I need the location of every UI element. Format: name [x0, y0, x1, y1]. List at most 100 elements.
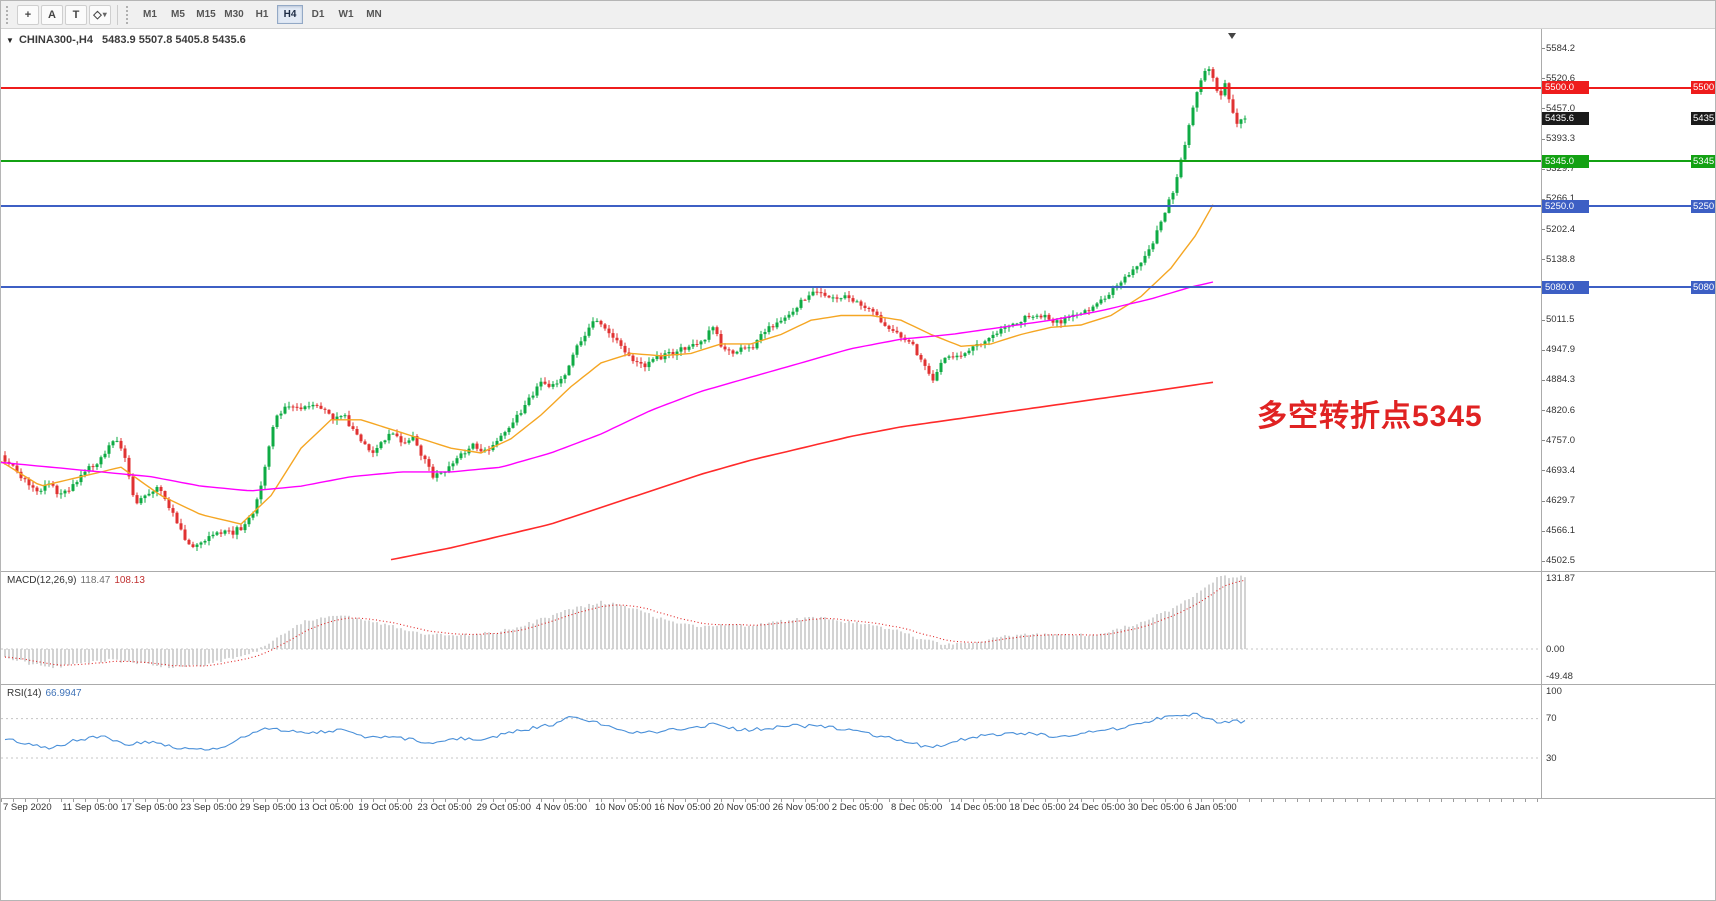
time-axis-label: 26 Nov 05:00 [772, 802, 830, 813]
time-axis-label: 10 Nov 05:00 [595, 802, 652, 813]
timeframe-w1[interactable]: W1 [333, 5, 359, 24]
price-line-badge: 5080.0 [1542, 280, 1589, 294]
price-axis-tickmark [1541, 349, 1545, 351]
toolbar: + A T ◇ ▾ M1 M5 M15 M30 H1 H4 D1 W1 MN [1, 1, 1715, 29]
time-axis-ticks [1, 799, 1541, 802]
price-axis-tickmark [1541, 78, 1545, 80]
price-axis-tickmark [1541, 229, 1545, 230]
time-axis-label: 13 Oct 05:00 [299, 802, 354, 813]
caret-down-icon: ▾ [102, 10, 107, 19]
time-axis-label: 2 Dec 05:00 [831, 802, 884, 813]
price-axis-tickmark [1541, 470, 1545, 472]
price-axis-tick: 4757.0 [1546, 434, 1576, 446]
horizontal-line-5500.0[interactable] [1, 86, 1715, 89]
time-axis-label: 6 Jan 05:00 [1187, 802, 1237, 813]
symbol-menu-icon[interactable]: ▼ [6, 36, 14, 45]
time-axis-label: 24 Dec 05:00 [1068, 802, 1126, 813]
price-axis-tick: 4566.1 [1546, 525, 1576, 537]
symbol-title: CHINA300-,H4 [18, 34, 93, 46]
horizontal-line-5345.0[interactable] [1, 160, 1715, 163]
panel-separator-rsi[interactable] [1, 684, 1715, 685]
current-price-badge-right: 5435.6 [1691, 112, 1715, 125]
price-axis-tickmark [1541, 379, 1545, 381]
timeframe-h1[interactable]: H1 [249, 5, 275, 24]
time-axis-label: 18 Dec 05:00 [1009, 802, 1066, 813]
price-axis-tickmark [1541, 108, 1545, 110]
text-tool-button[interactable]: A [41, 4, 63, 25]
macd-axis-tick: -49.48 [1546, 670, 1573, 682]
price-axis-tick: 5584.2 [1546, 42, 1576, 54]
timeframe-m5[interactable]: M5 [165, 5, 191, 24]
price-axis-tickmark [1541, 560, 1545, 562]
text-label-tool-button[interactable]: T [65, 4, 87, 25]
panel-separator-macd[interactable] [1, 571, 1715, 572]
price-axis-tickmark [1541, 500, 1545, 502]
price-line-badge: 5345.0 [1542, 154, 1589, 168]
time-axis-separator[interactable] [1, 798, 1715, 799]
rsi-indicator-canvas[interactable] [1, 685, 1541, 798]
price-line-badge-right: 5250.0 [1691, 199, 1715, 213]
time-axis-label: 19 Oct 05:00 [358, 802, 413, 813]
crosshair-tool-button[interactable]: + [17, 4, 39, 25]
price-axis-tickmark [1541, 440, 1545, 442]
time-axis-label: 16 Nov 05:00 [654, 802, 711, 813]
time-axis-label: 29 Oct 05:00 [476, 802, 531, 813]
price-axis-tickmark [1541, 138, 1545, 140]
price-chart-canvas[interactable] [1, 29, 1541, 571]
time-axis-label: 23 Oct 05:00 [417, 802, 472, 813]
time-axis-label: 11 Sep 05:00 [62, 802, 119, 813]
macd-axis-tick: 131.87 [1546, 573, 1576, 584]
time-axis-label: 29 Sep 05:00 [239, 802, 297, 813]
price-axis-tickmark [1541, 198, 1545, 200]
shape-icon: ◇ [93, 9, 102, 21]
macd-indicator-canvas[interactable] [1, 572, 1541, 684]
price-axis-tick: 5138.8 [1546, 253, 1576, 265]
shapes-dropdown-button[interactable]: ◇ ▾ [89, 4, 111, 25]
rsi-name: RSI(14) [7, 688, 42, 699]
price-axis-tick: 4502.5 [1546, 555, 1576, 567]
chart-shift-marker[interactable] [1228, 33, 1236, 39]
toolbar-separator [117, 4, 118, 25]
price-axis-tick: 5520.6 [1546, 72, 1576, 84]
rsi-axis-tick: 100 [1546, 686, 1562, 697]
horizontal-line-5250.0[interactable] [1, 205, 1715, 208]
timeframe-m1[interactable]: M1 [137, 5, 163, 24]
time-axis-label: 14 Dec 05:00 [950, 802, 1007, 813]
toolbar-grip[interactable] [6, 5, 11, 24]
price-line-badge: 5500.0 [1542, 81, 1589, 95]
price-axis-border[interactable] [1541, 29, 1542, 798]
price-axis-tick: 5011.5 [1546, 314, 1575, 325]
timeframe-h4[interactable]: H4 [277, 5, 303, 24]
price-axis-tick: 4629.7 [1546, 495, 1576, 506]
macd-signal-value: 108.13 [114, 575, 145, 586]
horizontal-line-5080.0[interactable] [1, 286, 1715, 288]
time-axis-label: 23 Sep 05:00 [180, 802, 238, 813]
price-axis-tick: 4947.9 [1546, 344, 1576, 356]
price-axis-tickmark [1541, 48, 1545, 49]
chart-header: ▼ CHINA300-,H4 5483.9 5507.8 5405.8 5435… [6, 34, 246, 46]
timeframe-m15[interactable]: M15 [193, 5, 219, 24]
macd-value: 118.47 [80, 575, 111, 586]
price-line-badge-right: 5080.0 [1691, 280, 1715, 294]
price-axis-tick: 4820.6 [1546, 404, 1576, 416]
time-axis-label: 17 Sep 05:00 [121, 802, 178, 813]
timeframe-m30[interactable]: M30 [221, 5, 247, 24]
rsi-axis-tick: 30 [1546, 752, 1557, 764]
price-axis-tick: 4693.4 [1546, 464, 1576, 476]
timeframe-toolbar-grip[interactable] [126, 5, 131, 24]
price-axis-tick: 5202.4 [1546, 223, 1576, 235]
time-axis-label: 20 Nov 05:00 [713, 802, 770, 813]
ohlc-values: 5483.9 5507.8 5405.8 5435.6 [102, 34, 246, 46]
price-axis-tick: 4884.3 [1546, 374, 1576, 386]
time-axis-label: 8 Dec 05:00 [891, 802, 943, 813]
rsi-label: RSI(14) 66.9947 [7, 688, 82, 699]
price-axis-tickmark [1541, 319, 1545, 321]
timeframe-d1[interactable]: D1 [305, 5, 331, 24]
chart-text-annotation[interactable]: 多空转折点5345 [1257, 400, 1483, 433]
timeframe-mn[interactable]: MN [361, 5, 387, 24]
rsi-axis-tick: 70 [1546, 713, 1557, 725]
price-axis-tickmark [1541, 259, 1545, 261]
macd-axis-tick: 0.00 [1546, 643, 1565, 655]
